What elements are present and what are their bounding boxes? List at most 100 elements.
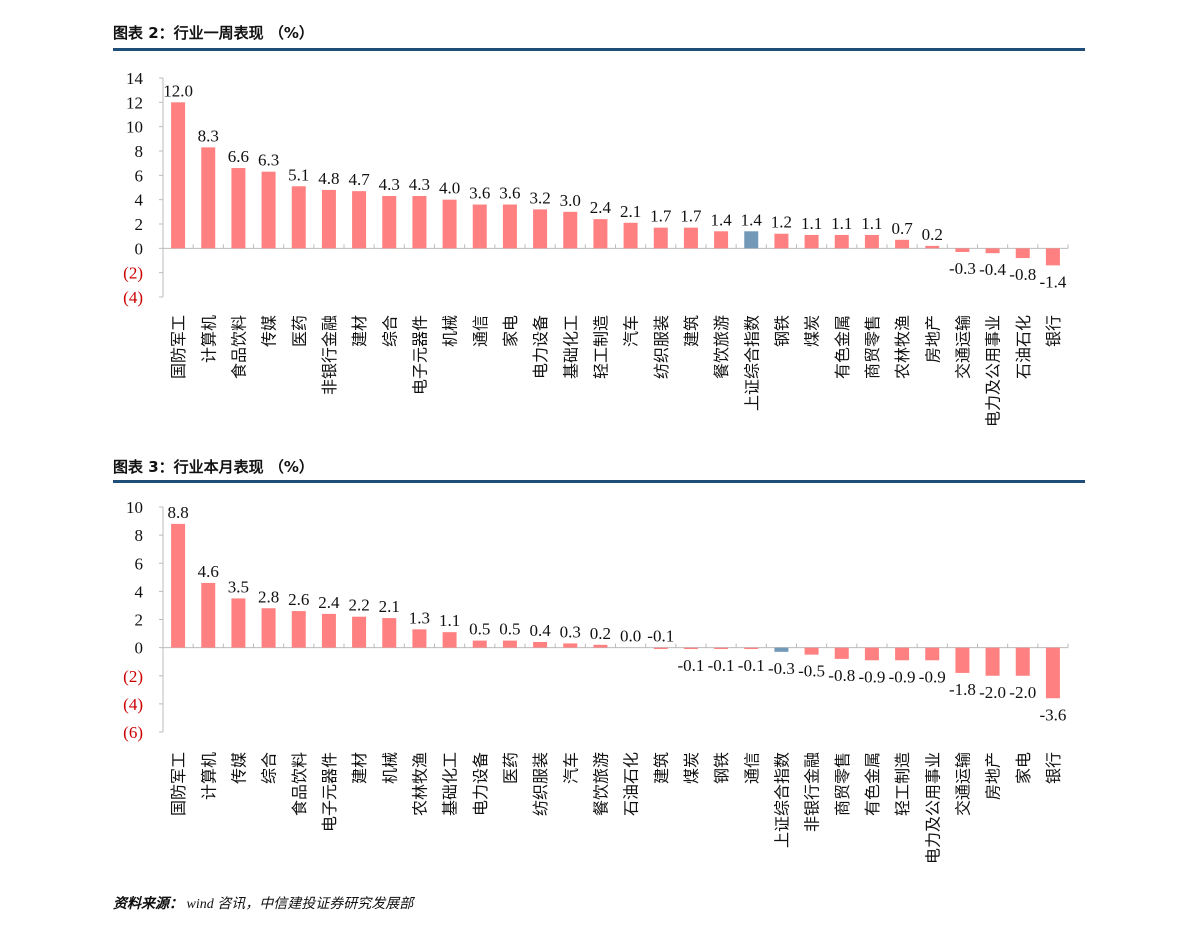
chart1-category-label: 计算机 — [199, 315, 218, 363]
chart1-data-label: 2.1 — [620, 202, 641, 221]
chart2-bar — [864, 647, 879, 661]
chart1-bar — [261, 171, 276, 249]
chart1-bar — [653, 227, 668, 249]
chart1-data-label: 4.0 — [439, 179, 460, 198]
chart1-category-label: 家电 — [502, 315, 520, 347]
chart2-data-label: -0.1 — [738, 656, 765, 675]
chart1-data-label: -0.8 — [1009, 265, 1036, 284]
chart1-category-label: 国防军工 — [170, 315, 188, 379]
chart1-data-label: 4.3 — [379, 175, 400, 194]
chart1-data-label: 1.7 — [650, 207, 672, 226]
chart1-bar — [864, 234, 879, 249]
chart1-category-label: 综合 — [381, 315, 399, 347]
chart2-category-label: 农林牧渔 — [411, 752, 429, 816]
chart1-data-label: 3.6 — [499, 184, 520, 203]
chart2-bar — [201, 582, 216, 648]
chart2-y-tick-label: (2) — [123, 667, 143, 686]
chart2-y-tick-label: 4 — [135, 582, 144, 601]
chart1-bar — [744, 231, 759, 249]
chart2-category-label: 交通运输 — [954, 752, 972, 816]
chart1-data-label: 1.4 — [710, 210, 732, 229]
chart1-y-tick-label: 10 — [126, 118, 143, 137]
chart2-y-tick-label: (6) — [123, 723, 143, 742]
chart2-bar — [683, 647, 698, 650]
chart2-category-label: 非银行金融 — [804, 752, 822, 832]
chart2-y-tick-label: (4) — [123, 695, 143, 714]
chart1-y-tick-label: (4) — [123, 288, 143, 307]
chart2-data-label: -2.0 — [1009, 683, 1036, 702]
chart1-data-label: 5.1 — [288, 165, 309, 184]
chart1-bar — [1045, 248, 1060, 266]
chart2-data-label: 1.1 — [439, 611, 460, 630]
chart2-bar — [714, 647, 729, 650]
chart2-bar — [563, 643, 578, 648]
chart2-data-label: -0.5 — [798, 662, 825, 681]
chart2-data-label: 2.4 — [318, 593, 340, 612]
source-note: 资料来源： wind 咨讯，中信建投证券研究发展部 — [113, 893, 413, 913]
chart2-data-label: -0.3 — [768, 659, 795, 678]
chart1-category-label: 建材 — [351, 315, 369, 347]
chart2-bar — [261, 608, 276, 648]
chart1-bar — [834, 234, 849, 249]
chart2-category-label: 医药 — [502, 752, 520, 784]
chart1-data-label: 4.7 — [348, 170, 370, 189]
chart2-bar — [593, 644, 608, 648]
chart1-data-label: 3.0 — [560, 191, 581, 210]
chart1-data-label: 1.1 — [801, 214, 822, 233]
chart1-category-label: 上证综合指数 — [743, 315, 761, 411]
chart1-data-label: 0.7 — [891, 219, 913, 238]
chart2-category-label: 通信 — [743, 752, 761, 784]
chart2-category-label: 电子元器件 — [321, 752, 339, 832]
chart2-data-label: -0.1 — [647, 627, 674, 646]
chart1-bar — [593, 219, 608, 249]
chart1-bar — [472, 204, 487, 249]
chart2-title: 图表 3：行业本月表现 （%） — [113, 458, 314, 476]
chart1-category-label: 通信 — [472, 315, 490, 347]
chart1-category-label: 煤炭 — [804, 315, 822, 347]
chart1-bar — [683, 227, 698, 249]
chart2-bar — [412, 629, 427, 648]
chart2-data-label: 8.8 — [167, 503, 188, 522]
chart1-y-tick-label: 14 — [126, 69, 144, 88]
chart2-category-label: 餐饮旅游 — [592, 752, 610, 816]
chart2-bar — [653, 647, 668, 650]
chart2-category-label: 钢铁 — [713, 752, 731, 784]
chart2-y-tick-label: 8 — [135, 526, 144, 545]
chart2-bar — [955, 647, 970, 673]
chart2-y-tick-label: 6 — [135, 554, 144, 573]
chart1-y-tick-label: 2 — [135, 215, 144, 234]
chart2-bar — [774, 647, 789, 652]
chart2-category-label: 轻工制造 — [894, 752, 912, 816]
chart2-category-label: 建材 — [351, 752, 369, 784]
chart1-bar — [955, 248, 970, 252]
chart1-category-label: 电力设备 — [532, 315, 550, 379]
chart2-category-label: 传媒 — [230, 752, 248, 784]
chart1-category-label: 有色金属 — [834, 315, 852, 379]
chart2-data-label: 2.8 — [258, 587, 279, 606]
chart1-y-tick-label: (2) — [123, 264, 143, 283]
chart1-data-label: 3.2 — [529, 188, 550, 207]
chart2-category-label: 上证综合指数 — [773, 752, 791, 848]
chart1-data-label: -0.4 — [979, 260, 1006, 279]
chart2-data-label: 3.5 — [228, 577, 249, 596]
chart1-category-label: 餐饮旅游 — [713, 315, 731, 379]
chart1-data-label: 1.2 — [771, 213, 792, 232]
chart1-category-label: 石油石化 — [1015, 315, 1033, 379]
chart2-y-tick-label: 10 — [126, 498, 143, 517]
chart1-data-label: 12.0 — [163, 81, 193, 100]
chart1-data-label: 0.2 — [922, 225, 943, 244]
chart1-category-label: 交通运输 — [954, 315, 972, 379]
chart2-title-rule — [113, 480, 1085, 483]
chart1-y-tick-label: 4 — [135, 191, 144, 210]
chart2-data-label: 2.6 — [288, 590, 309, 609]
chart1-bar — [291, 186, 306, 249]
chart1-category-label: 非银行金融 — [321, 315, 339, 395]
chart1-data-label: 6.3 — [258, 151, 279, 170]
chart1-category-label: 建筑 — [683, 315, 701, 347]
chart2-category-label: 基础化工 — [442, 752, 460, 816]
chart2-category-label: 石油石化 — [623, 752, 641, 816]
chart1-data-label: 6.6 — [228, 147, 249, 166]
chart1-bar — [502, 204, 517, 249]
chart1-bar — [714, 231, 729, 249]
